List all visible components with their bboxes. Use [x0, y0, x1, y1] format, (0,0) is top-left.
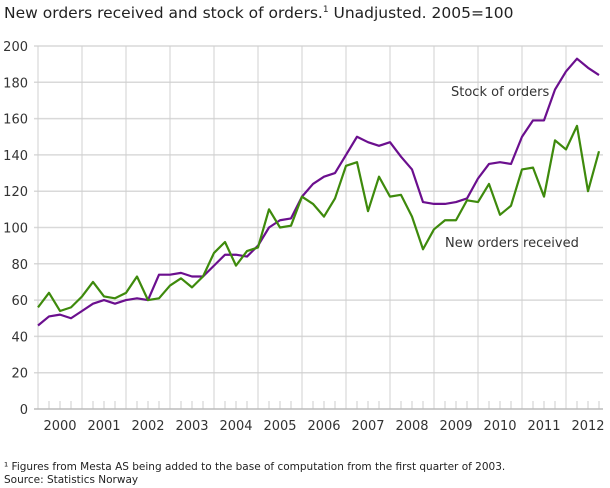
- x-tick-label: 2012: [571, 419, 604, 434]
- x-tick-label: 2010: [483, 419, 516, 434]
- x-tick-label: 2006: [307, 419, 340, 434]
- y-tick-label: 180: [3, 76, 28, 91]
- y-tick-label: 40: [11, 330, 28, 345]
- y-tick-label: 120: [3, 185, 28, 200]
- source: Source: Statistics Norway: [4, 474, 139, 486]
- series-line-new-orders: [37, 124, 601, 313]
- y-tick-label: 20: [11, 367, 28, 382]
- x-tick-label: 2000: [43, 419, 76, 434]
- series-label-new-orders: New orders received: [445, 236, 579, 251]
- y-tick-label: 160: [3, 113, 28, 128]
- x-tick-label: 2011: [527, 419, 560, 434]
- y-tick-label: 0: [20, 403, 28, 418]
- x-tick-label: 2003: [175, 419, 208, 434]
- y-tick-label: 100: [3, 222, 28, 237]
- series-label-stock-of-orders: Stock of orders: [451, 85, 549, 100]
- chart-title: New orders received and stock of orders.…: [4, 4, 514, 22]
- x-tick-label: 2008: [395, 419, 428, 434]
- x-tick-label: 2005: [263, 419, 296, 434]
- y-tick-label: 140: [3, 149, 28, 164]
- line-chart: 0 20 40 60 80 100 120 140 160 180 200 2000 2001 2002 2…: [3, 40, 604, 434]
- y-tick-label: 80: [11, 258, 28, 273]
- x-tick-label: 2002: [131, 419, 164, 434]
- x-tick-label: 2007: [351, 419, 384, 434]
- series-line-stock-of-orders: [37, 57, 600, 327]
- x-tick-label: 2001: [87, 419, 120, 434]
- y-tick-label: 200: [3, 40, 28, 55]
- footnote: ¹ Figures from Mesta AS being added to t…: [4, 461, 506, 473]
- x-tick-label: 2009: [439, 419, 472, 434]
- y-tick-label: 60: [11, 294, 28, 309]
- x-tick-label: 2004: [219, 419, 252, 434]
